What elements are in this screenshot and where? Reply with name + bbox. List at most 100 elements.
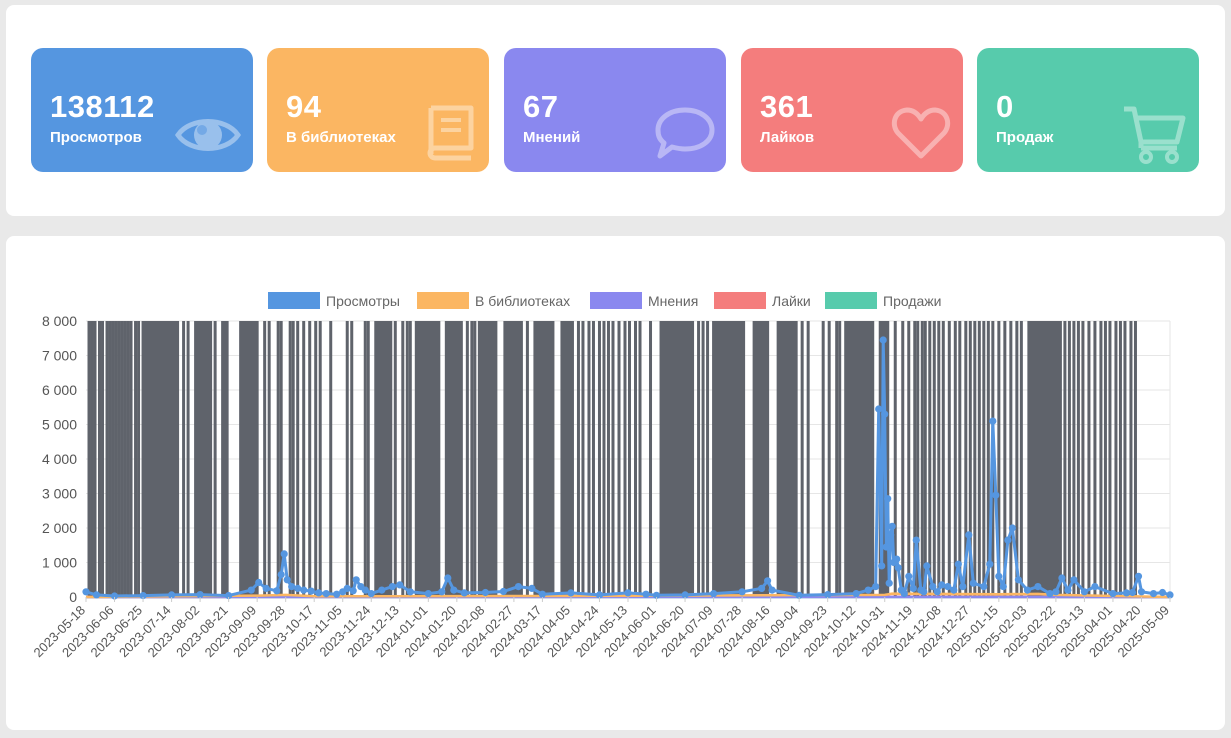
data-point	[514, 583, 522, 591]
data-point	[528, 584, 536, 592]
data-point	[361, 586, 369, 594]
stat-label: Продаж	[996, 129, 1054, 146]
y-tick-label: 2 000	[42, 520, 77, 536]
data-point	[406, 588, 414, 596]
data-point	[992, 491, 1000, 499]
legend-swatch	[825, 292, 877, 309]
data-point	[995, 572, 1003, 580]
data-point	[986, 560, 994, 568]
data-point	[999, 583, 1007, 591]
data-point	[885, 579, 893, 587]
data-point	[824, 591, 832, 599]
legend-label: Просмотры	[326, 293, 400, 309]
data-point	[881, 410, 889, 418]
overlay-band	[712, 321, 746, 597]
data-point	[1080, 588, 1088, 596]
overlay-band	[533, 321, 555, 597]
data-point	[764, 577, 772, 585]
stat-label: Просмотров	[50, 129, 142, 146]
overlay-band	[752, 321, 770, 597]
data-point	[538, 590, 547, 598]
cart-icon	[1124, 106, 1186, 164]
data-point	[110, 592, 119, 600]
legend-swatch	[714, 292, 766, 309]
data-point	[950, 586, 958, 594]
data-point	[872, 583, 880, 591]
legend-swatch	[417, 292, 469, 309]
eye-icon	[175, 119, 241, 151]
data-point	[864, 586, 872, 594]
y-tick-label: 7 000	[42, 348, 77, 364]
data-point	[247, 586, 255, 594]
data-point	[905, 572, 913, 580]
data-point	[283, 576, 291, 584]
data-point	[624, 589, 632, 597]
data-point	[758, 584, 766, 592]
data-point	[168, 591, 176, 599]
data-point	[884, 495, 892, 503]
overlay-band	[444, 321, 463, 597]
overlay-band	[659, 321, 695, 597]
data-point	[1128, 588, 1137, 597]
data-point	[969, 579, 977, 587]
heart-icon	[891, 107, 951, 159]
data-point	[1166, 591, 1174, 599]
overlay-band	[844, 321, 875, 597]
stat-value: 361	[760, 89, 814, 124]
overlay-band	[221, 321, 229, 597]
data-point	[1023, 586, 1031, 594]
data-point	[367, 590, 375, 598]
data-point	[499, 587, 507, 596]
y-tick-label: 0	[69, 589, 77, 605]
overlay-band	[503, 321, 523, 597]
series-line	[85, 592, 1171, 599]
data-point	[912, 536, 920, 544]
data-point	[567, 589, 575, 597]
stat-label: Лайков	[760, 129, 815, 146]
data-point	[681, 591, 689, 599]
data-point	[965, 531, 973, 539]
data-point	[894, 564, 902, 572]
y-tick-label: 1 000	[42, 555, 77, 571]
data-point	[1064, 586, 1072, 594]
data-point	[595, 591, 604, 599]
data-point	[1046, 590, 1054, 598]
overlay-band	[560, 321, 574, 597]
overlay-band	[776, 321, 798, 597]
legend-swatch	[590, 292, 642, 309]
data-point	[738, 588, 746, 596]
data-point	[322, 590, 330, 598]
stat-value: 138112	[50, 89, 155, 124]
overlay-band	[141, 321, 180, 597]
data-point	[1149, 590, 1158, 598]
overlay-band	[1027, 321, 1062, 597]
data-point	[196, 591, 204, 599]
data-point	[460, 589, 468, 597]
data-point	[255, 578, 263, 587]
legend-swatch	[268, 292, 320, 309]
data-point	[82, 588, 90, 596]
data-point	[642, 590, 650, 598]
legend-label: В библиотеках	[475, 293, 571, 309]
data-point	[795, 591, 803, 599]
y-tick-label: 8 000	[42, 313, 77, 329]
stat-card-views: 138112 Просмотров	[31, 48, 253, 172]
overlay-band	[477, 321, 498, 597]
stat-value: 0	[996, 89, 1014, 124]
data-point	[938, 581, 946, 589]
data-point	[1091, 583, 1099, 591]
data-point	[923, 562, 931, 570]
data-point	[1014, 576, 1023, 584]
data-point	[294, 584, 302, 592]
data-point	[887, 531, 895, 539]
data-point	[989, 417, 997, 425]
stat-value: 94	[286, 89, 322, 124]
data-point	[343, 584, 351, 592]
data-point	[349, 587, 357, 595]
data-point	[933, 588, 941, 596]
data-point	[288, 583, 296, 591]
y-tick-label: 4 000	[42, 451, 77, 467]
data-point	[909, 584, 917, 592]
chart-panel: Просмотры В библиотеках Мнения Лайки Про…	[6, 236, 1225, 730]
data-point	[1058, 574, 1066, 582]
